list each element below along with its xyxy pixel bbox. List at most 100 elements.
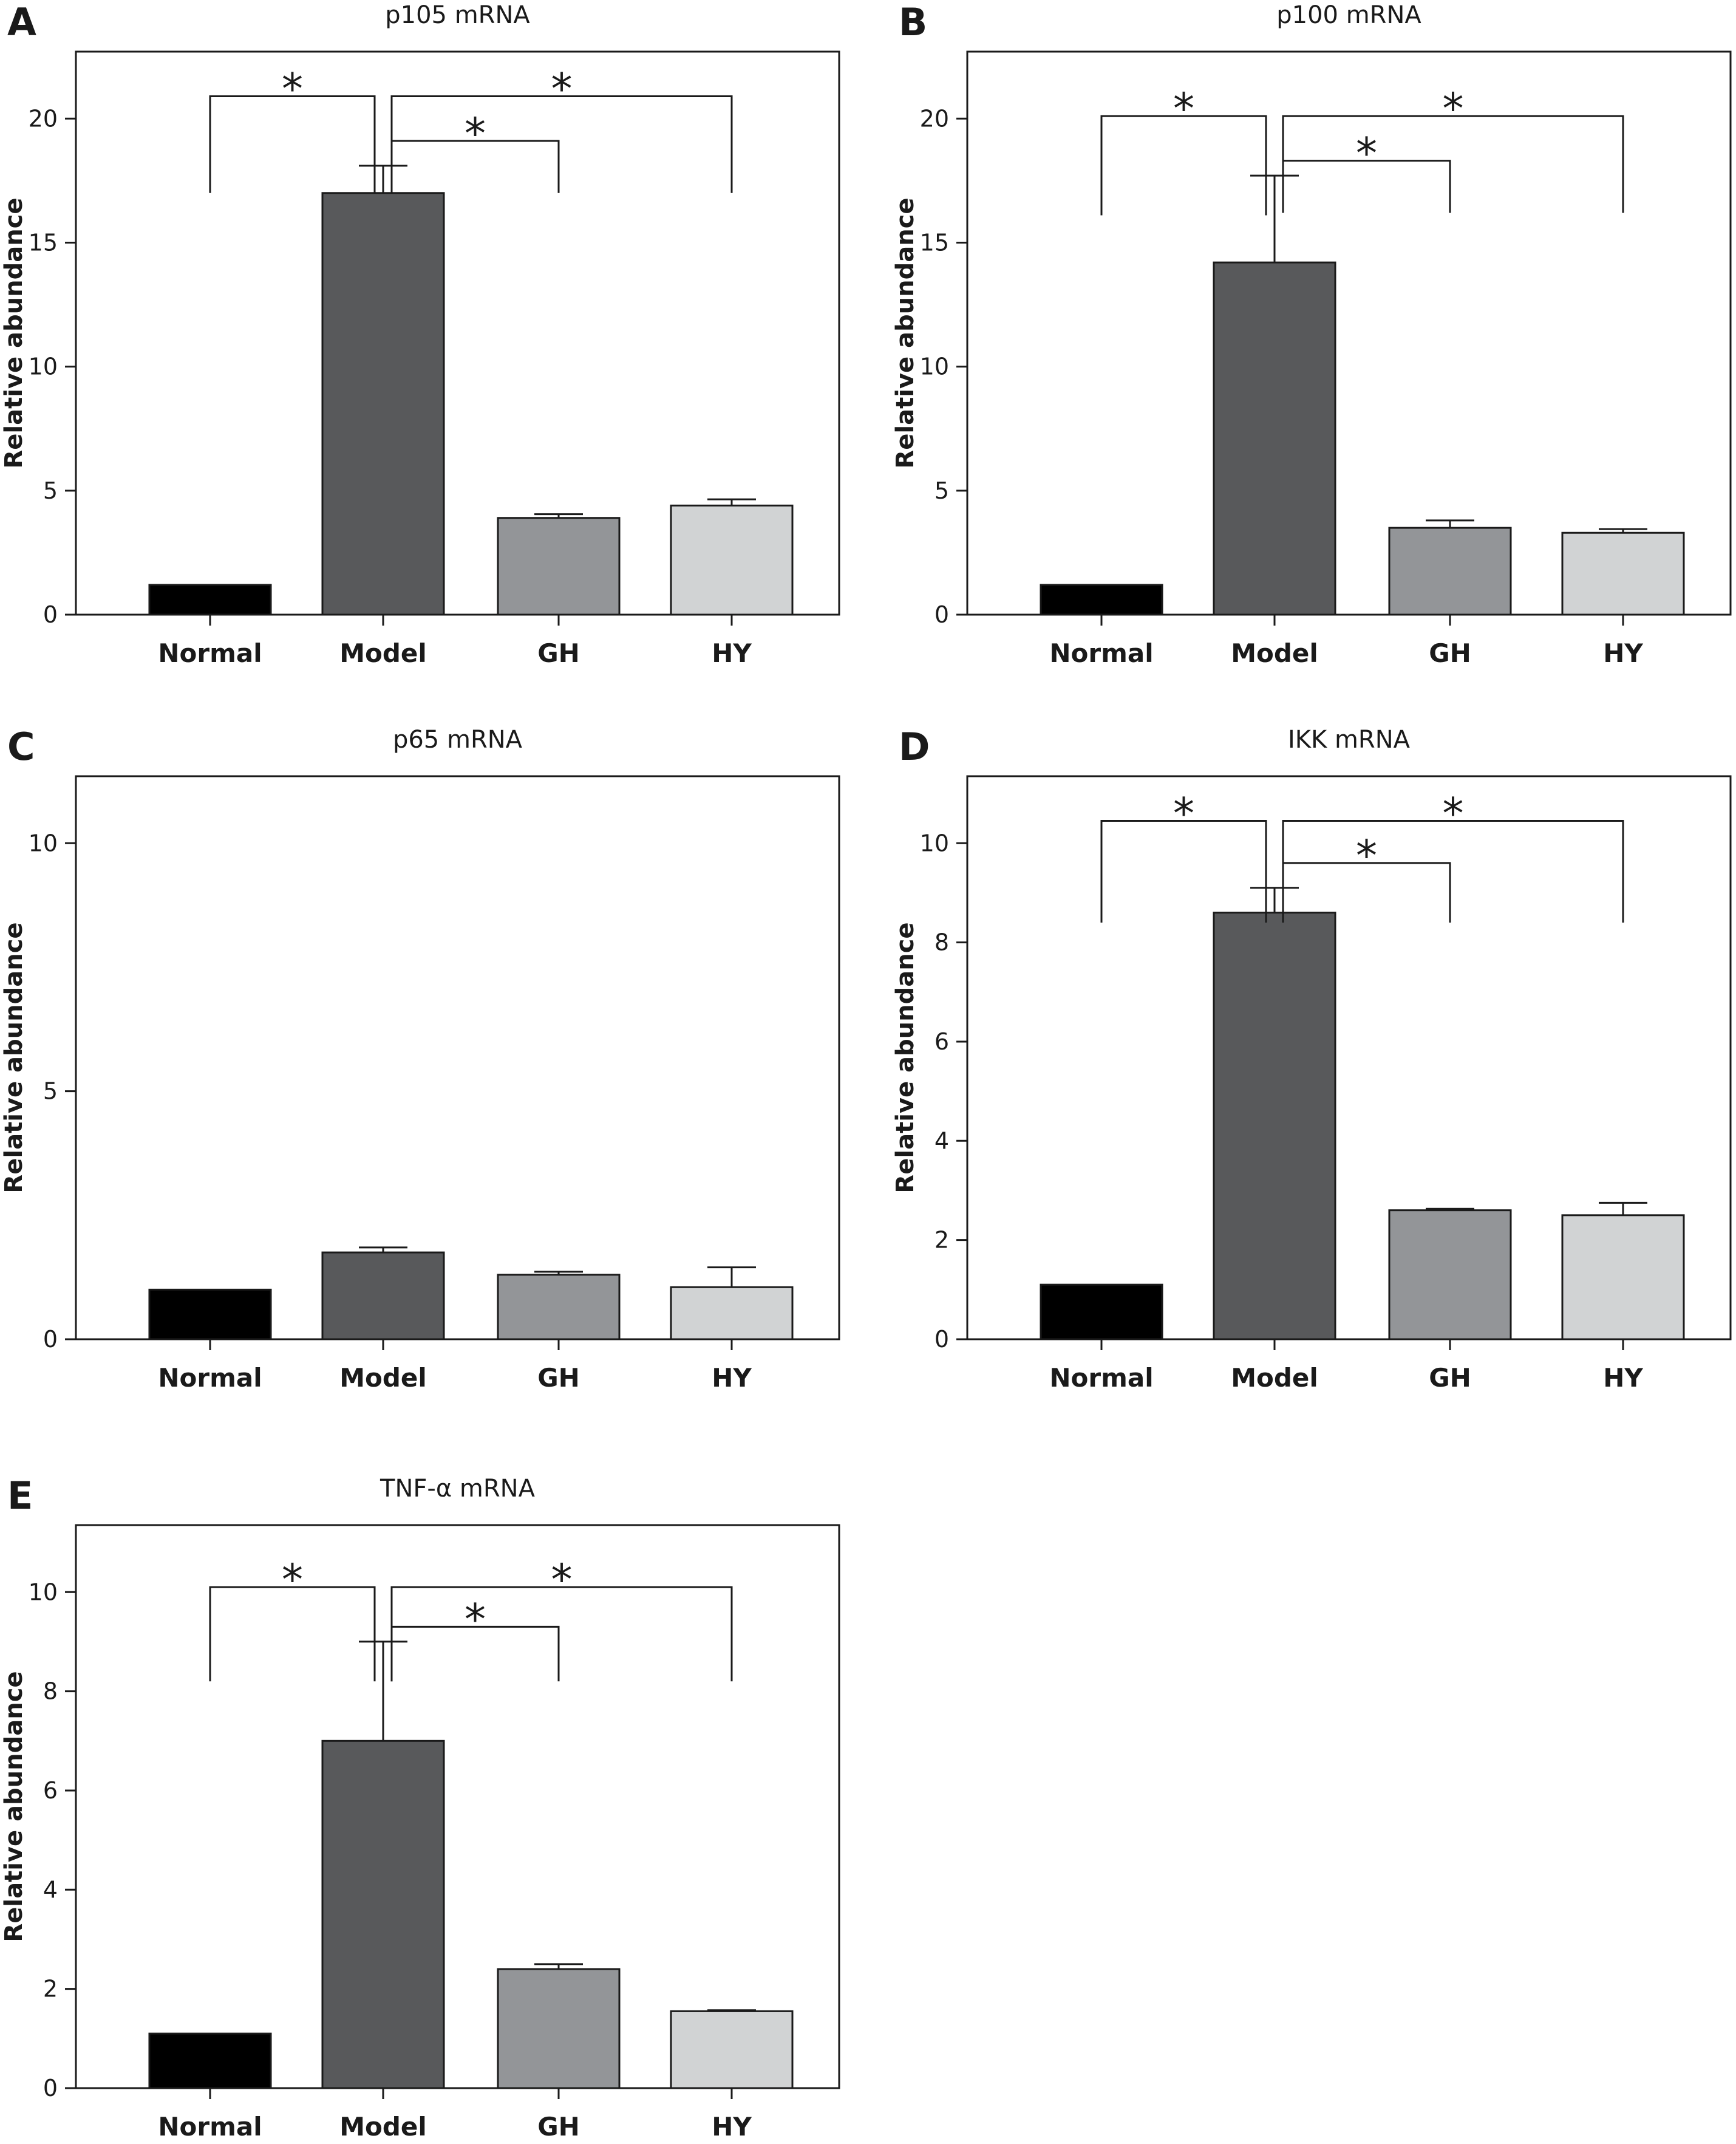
bar-a-model [321,192,445,616]
category-label-hy: HY [712,638,752,668]
panel-d-title: IKK mRNA [1288,726,1411,754]
category-label-normal: Normal [158,638,262,668]
significance-star-e-normal: * [282,1555,303,1605]
category-label-hy: HY [712,2112,752,2142]
category-label-gh: GH [1429,1363,1471,1393]
bar-c-hy [670,1286,794,1340]
panel-e-letter: E [7,1473,33,1518]
panel-d-plot-frame [966,775,1732,1340]
panel-c-ytick-label: 5 [43,1078,58,1105]
panel-b-ytick-label: 5 [934,477,949,504]
bar-b-gh [1388,527,1512,616]
panel-d-ytick-label: 4 [934,1127,949,1154]
panel-b-ytick-label: 10 [920,353,949,380]
bar-a-gh [497,517,621,616]
panel-d-letter: D [899,725,930,769]
panel-e-ylabel: Relative abundance [0,1671,28,1942]
panel-b-letter: B [899,0,927,44]
panel-e-ytick-label: 0 [43,2075,58,2101]
category-label-hy: HY [1603,1363,1643,1393]
panel-c-ylabel: Relative abundance [0,922,28,1193]
panel-a-plot-frame [75,50,840,616]
panel-e-ytick-label: 10 [29,1579,58,1605]
bar-c-model [321,1251,445,1340]
significance-star-a-gh: * [465,109,486,159]
category-label-gh: GH [1429,638,1471,668]
category-label-gh: GH [537,1363,580,1393]
panel-b-ylabel: Relative abundance [891,197,919,468]
panel-b-ytick-label: 20 [920,105,949,132]
bar-d-hy [1561,1214,1685,1340]
bar-a-normal [148,584,272,616]
panel-d-ytick-label: 6 [934,1028,949,1055]
panel-a-letter: A [7,0,36,44]
panel-a-ytick-label: 0 [43,601,58,628]
category-label-gh: GH [537,2112,580,2142]
bar-b-model [1213,261,1336,616]
significance-bracket-e-gh [390,1625,560,1682]
significance-star-e-hy: * [551,1555,573,1605]
category-label-model: Model [339,2112,427,2142]
panel-b-plot-frame [966,50,1732,616]
panel-a-ytick-label: 5 [43,477,58,504]
panel-e-title: TNF-α mRNA [380,1475,536,1503]
bar-c-gh [497,1274,621,1340]
category-label-model: Model [339,638,427,668]
panel-d-ytick-label: 2 [934,1227,949,1254]
significance-star-d-hy: * [1443,789,1464,839]
category-label-model: Model [1231,638,1318,668]
panel-d-ytick-label: 8 [934,929,949,956]
panel-c-letter: C [7,725,35,769]
category-label-normal: Normal [1049,1363,1153,1393]
panel-b-title: p100 mRNA [1276,1,1421,29]
panel-c-plot-frame [75,775,840,1340]
panel-d-ytick-label: 10 [920,830,949,856]
bar-c-normal [148,1288,272,1340]
bar-e-model [321,1739,445,2089]
panel-a-ylabel: Relative abundance [0,197,28,468]
panel-c-ytick-label: 10 [29,830,58,856]
panel-e-ytick-label: 6 [43,1777,58,1804]
bar-d-gh [1388,1209,1512,1340]
bar-d-model [1213,912,1336,1340]
significance-bracket-d-normal [1100,820,1267,923]
significance-star-e-gh: * [465,1594,486,1644]
significance-bracket-a-gh [390,140,560,193]
significance-star-a-normal: * [282,64,303,114]
panel-a-title: p105 mRNA [385,1,530,29]
panel-e-ytick-label: 4 [43,1876,58,1903]
bar-b-hy [1561,531,1685,616]
bar-e-gh [497,1968,621,2089]
panel-d-ytick-label: 0 [934,1326,949,1353]
panel-e-ytick-label: 2 [43,1976,58,2002]
significance-star-d-gh: * [1356,831,1377,881]
category-label-gh: GH [537,638,580,668]
panel-a-ytick-label: 15 [29,229,58,256]
panel-a-ytick-label: 10 [29,353,58,380]
significance-star-a-hy: * [551,64,573,114]
panel-e: E TNF-α mRNA 0 2 4 6 8 10 Relative abundance Norm… [0,1473,840,2142]
bar-a-hy [670,504,794,616]
significance-bracket-a-normal [209,95,376,193]
significance-bracket-b-gh [1282,160,1451,213]
category-label-model: Model [1231,1363,1318,1393]
bar-e-normal [148,2032,272,2089]
panel-d-ylabel: Relative abundance [891,922,919,1193]
category-label-hy: HY [712,1363,752,1393]
panel-b-ytick-label: 0 [934,601,949,628]
panel-e-plot-frame [75,1524,840,2089]
category-label-normal: Normal [158,1363,262,1393]
significance-bracket-e-normal [209,1586,376,1682]
bar-d-normal [1040,1283,1163,1340]
significance-star-d-normal: * [1173,789,1194,839]
category-label-normal: Normal [158,2112,262,2142]
significance-star-b-gh: * [1356,129,1377,179]
significance-star-b-hy: * [1443,84,1464,134]
panel-d: D IKK mRNA 0 2 4 6 8 10 Relative abundance Normal… [891,725,1732,1393]
panel-a-ytick-label: 20 [29,105,58,132]
significance-bracket-b-normal [1100,115,1267,216]
significance-star-b-normal: * [1173,84,1194,134]
category-label-normal: Normal [1049,638,1153,668]
